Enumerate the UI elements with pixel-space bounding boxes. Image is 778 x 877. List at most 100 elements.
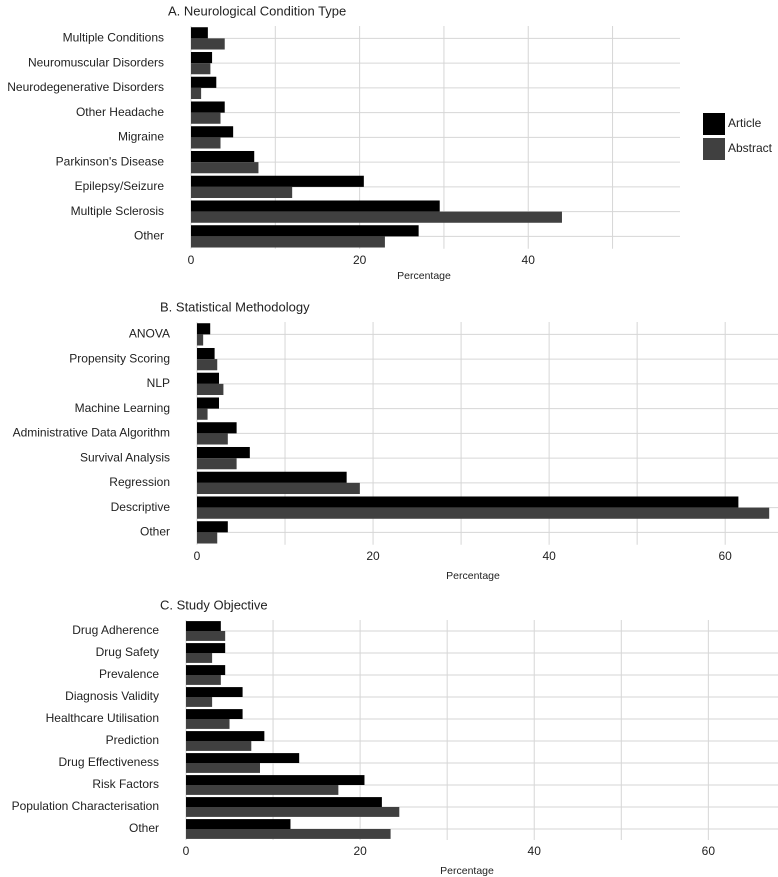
category-label: Drug Safety (96, 645, 159, 659)
x-axis-label: Percentage (397, 270, 451, 282)
category-label: Neuromuscular Disorders (28, 55, 164, 69)
bar-abstract-other-headache (191, 112, 221, 124)
bar-article-survival-analysis (197, 446, 250, 459)
bar-abstract-machine-learning (197, 408, 208, 420)
bar-abstract-neuromuscular-disorders (191, 63, 211, 75)
x-axis-label: Percentage (446, 570, 500, 582)
category-label: Administrative Data Algorithm (13, 426, 170, 440)
bar-abstract-prevalence (186, 675, 221, 685)
bar-article-other (197, 521, 228, 533)
bar-article-drug-safety (186, 643, 226, 653)
category-label: Migraine (118, 130, 164, 144)
category-label: Diagnosis Validity (65, 689, 159, 703)
bar-abstract-risk-factors (186, 785, 339, 795)
x-tick-label: 40 (522, 253, 536, 267)
bar-abstract-healthcare-utilisation (186, 719, 230, 729)
category-label: Other Headache (76, 105, 164, 119)
panel-title: B. Statistical Methodology (160, 299, 310, 314)
bar-article-administrative-data-algorithm (197, 422, 237, 434)
bar-abstract-parkinson-s-disease (191, 162, 259, 174)
category-label: Other (134, 229, 164, 243)
x-axis-label: Percentage (440, 865, 494, 877)
bar-abstract-drug-safety (186, 653, 213, 663)
bar-article-anova (197, 323, 211, 335)
bar-article-multiple-conditions (191, 27, 208, 39)
x-tick-label: 40 (542, 549, 556, 563)
bar-abstract-propensity-scoring (197, 359, 218, 371)
legend-label-article: Article (728, 116, 762, 130)
bar-article-propensity-scoring (197, 347, 215, 360)
bar-abstract-neurodegenerative-disorders (191, 87, 202, 100)
bar-abstract-drug-effectiveness (186, 763, 260, 773)
bar-abstract-descriptive (197, 507, 770, 519)
bar-article-multiple-sclerosis (191, 200, 440, 212)
bar-abstract-migraine (191, 137, 221, 149)
x-tick-label: 60 (702, 844, 716, 858)
x-tick-label: 0 (194, 549, 201, 563)
category-label: Risk Factors (92, 777, 159, 791)
category-label: Multiple Sclerosis (71, 204, 164, 218)
category-label: Neurodegenerative Disorders (7, 80, 164, 94)
bar-article-descriptive (197, 496, 739, 508)
category-label: NLP (147, 376, 170, 390)
bar-article-other (186, 819, 291, 829)
category-label: Population Characterisation (12, 799, 159, 813)
legend-label-abstract: Abstract (728, 141, 773, 155)
panel-title: C. Study Objective (160, 597, 268, 612)
category-label: Propensity Scoring (69, 351, 170, 365)
bar-abstract-diagnosis-validity (186, 697, 213, 707)
category-label: ANOVA (129, 327, 170, 341)
category-label: Prediction (106, 733, 159, 747)
x-tick-label: 0 (188, 253, 195, 267)
bar-article-healthcare-utilisation (186, 709, 243, 719)
category-label: Other (129, 821, 159, 835)
x-tick-label: 20 (366, 549, 380, 563)
bar-article-parkinson-s-disease (191, 150, 255, 163)
category-label: Drug Effectiveness (59, 755, 160, 769)
bar-abstract-nlp (197, 383, 224, 396)
legend-key-article (703, 113, 725, 135)
category-label: Multiple Conditions (63, 31, 164, 45)
category-label: Healthcare Utilisation (46, 711, 159, 725)
category-label: Other (140, 525, 170, 539)
category-label: Prevalence (99, 667, 159, 681)
category-label: Drug Adherence (72, 623, 159, 637)
bar-article-population-characterisation (186, 797, 382, 807)
bar-article-prediction (186, 731, 265, 741)
category-label: Descriptive (111, 500, 171, 514)
category-label: Parkinson's Disease (56, 154, 165, 168)
panel-title: A. Neurological Condition Type (168, 3, 346, 18)
category-label: Survival Analysis (80, 450, 170, 464)
bar-article-regression (197, 471, 347, 483)
bar-abstract-survival-analysis (197, 458, 237, 470)
x-tick-label: 0 (183, 844, 190, 858)
bar-abstract-other (191, 236, 385, 248)
x-tick-label: 20 (353, 844, 367, 858)
bar-abstract-anova (197, 334, 204, 346)
bar-article-neurodegenerative-disorders (191, 76, 217, 88)
bar-article-prevalence (186, 665, 226, 675)
panel-a-neurological-condition-type: A. Neurological Condition Type Multiple C… (7, 3, 680, 282)
bar-abstract-population-characterisation (186, 807, 400, 817)
bar-article-other-headache (191, 101, 225, 113)
bar-article-risk-factors (186, 775, 365, 785)
x-tick-label: 60 (719, 549, 733, 563)
bar-article-machine-learning (197, 397, 220, 409)
bar-abstract-drug-adherence (186, 631, 226, 641)
bar-abstract-prediction (186, 741, 252, 751)
bar-abstract-multiple-conditions (191, 38, 225, 50)
bar-abstract-administrative-data-algorithm (197, 433, 228, 445)
bar-article-nlp (197, 372, 220, 384)
panel-b-statistical-methodology: B. Statistical Methodology ANOVA Propensit… (13, 299, 778, 582)
bar-article-other (191, 225, 419, 237)
bar-abstract-multiple-sclerosis (191, 211, 562, 223)
legend-key-abstract (703, 138, 725, 160)
bar-abstract-other (186, 829, 391, 839)
bar-article-drug-effectiveness (186, 753, 300, 763)
category-label: Regression (109, 475, 170, 489)
bar-abstract-epilepsy-seizure (191, 186, 293, 199)
bar-article-diagnosis-validity (186, 687, 243, 697)
bar-article-migraine (191, 126, 234, 138)
